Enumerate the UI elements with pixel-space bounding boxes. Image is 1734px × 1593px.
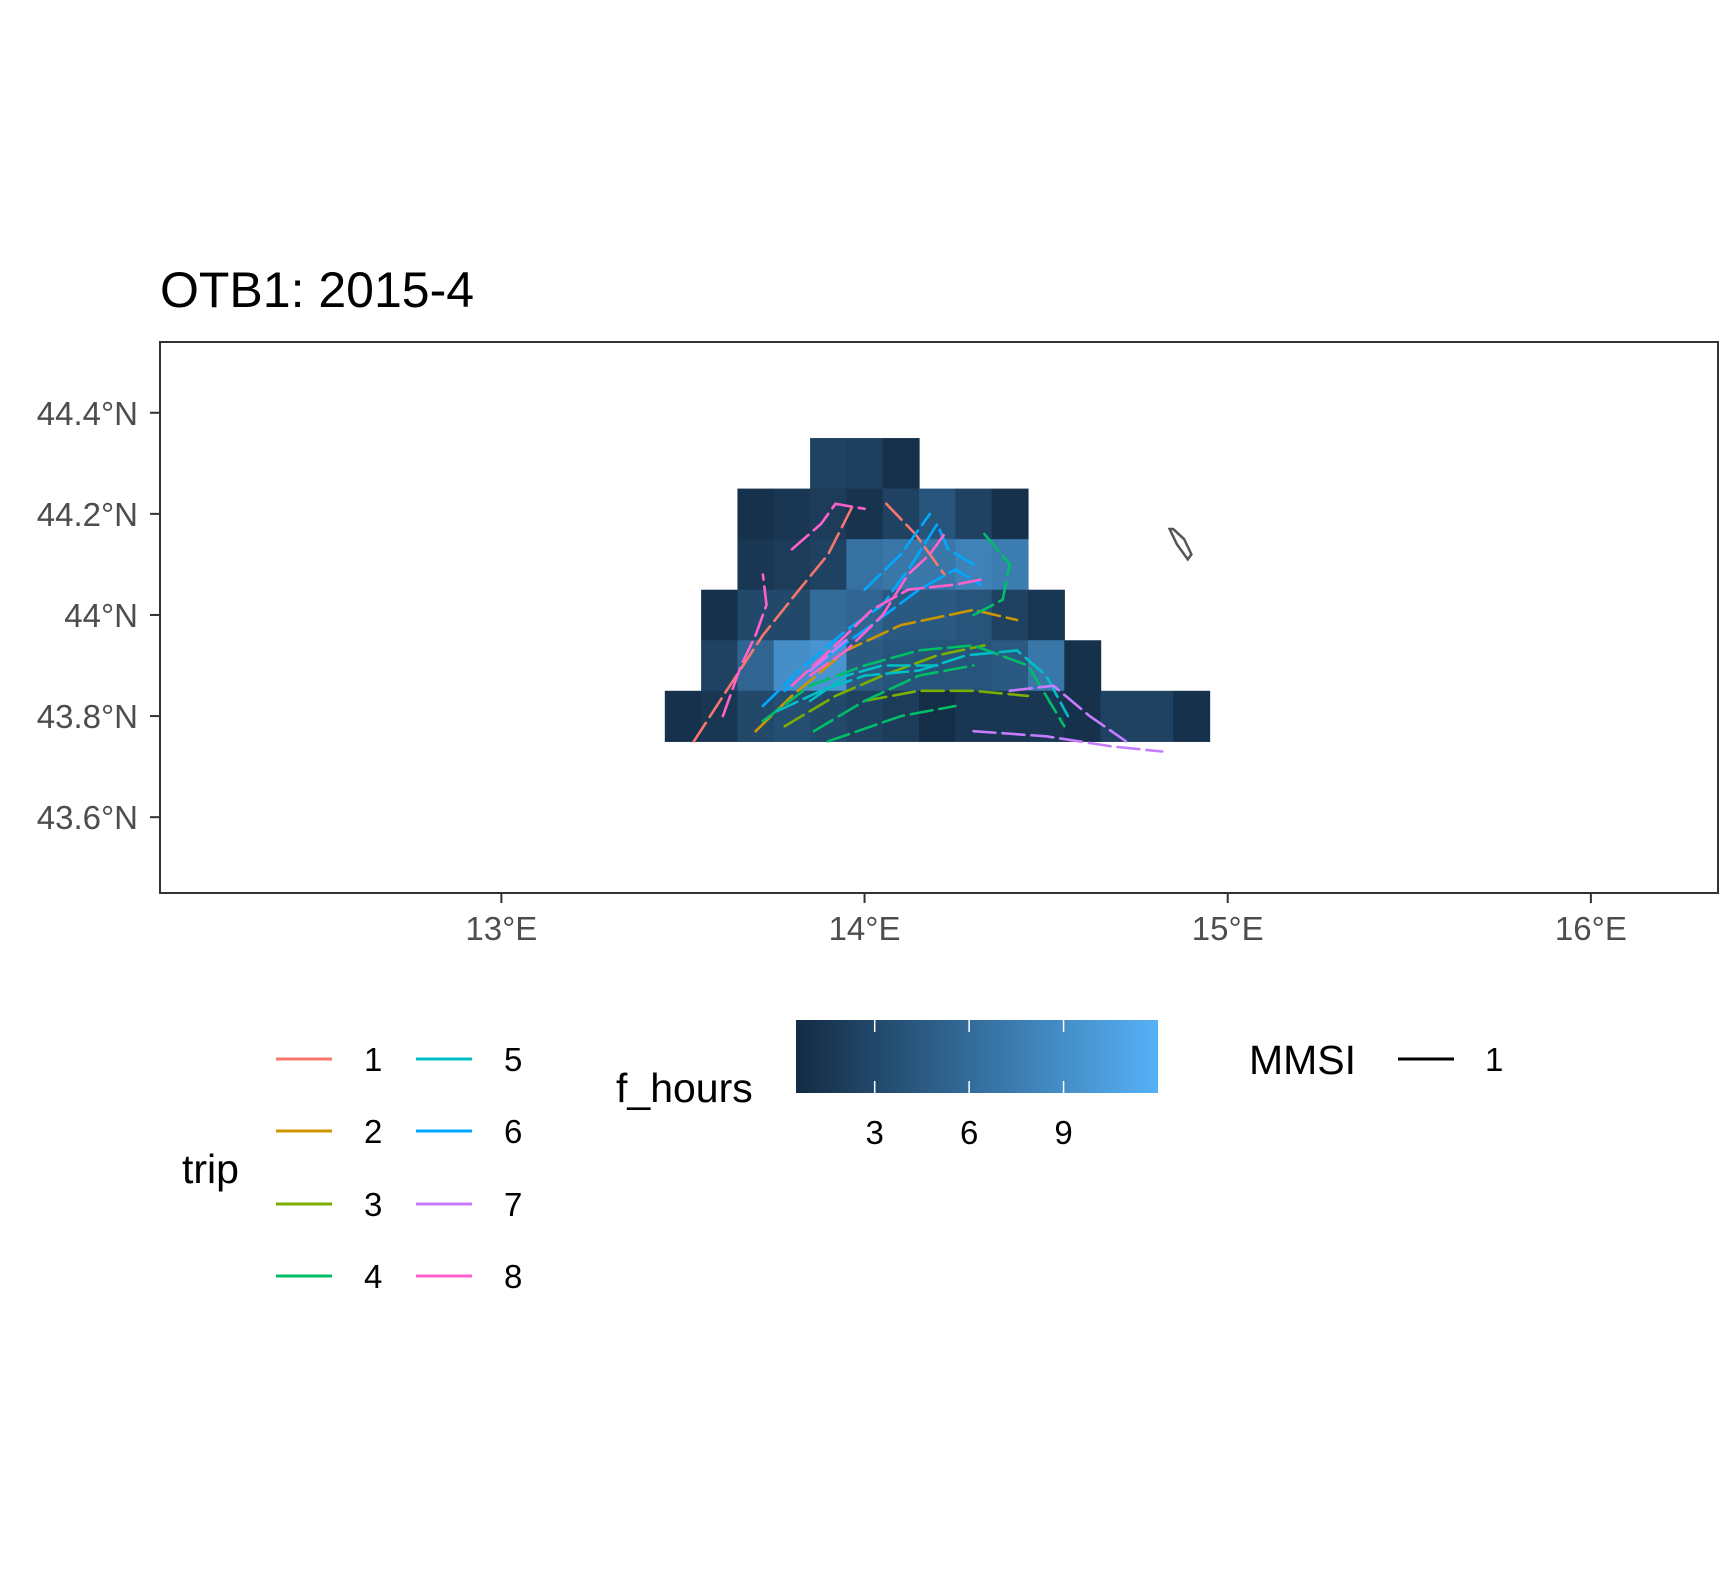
- trip-4-track: [826, 704, 957, 743]
- heatmap-cell: [701, 690, 739, 742]
- trip-8-track: [790, 578, 983, 687]
- trip-legend-label-1: 1: [364, 1041, 382, 1078]
- heatmap-cell: [991, 488, 1029, 540]
- x-tick-label: 14°E: [829, 910, 901, 947]
- heatmap-cell: [810, 438, 847, 490]
- heatmap-cell: [1100, 690, 1138, 742]
- trip-4-track: [761, 643, 1066, 728]
- trip-legend: trip 1 2 3 4 5 6 7 8: [182, 1041, 522, 1295]
- mmsi-legend-title: MMSI: [1249, 1037, 1356, 1083]
- fill-colorbar: [796, 1020, 1158, 1093]
- heatmap-cell: [1136, 690, 1174, 742]
- heatmap-cell: [1173, 690, 1211, 742]
- trip-legend-label-3: 3: [364, 1186, 382, 1223]
- heatmap-cell: [810, 539, 847, 591]
- panel-border: [159, 341, 1719, 894]
- chart-title: OTB1: 2015-4: [160, 262, 474, 318]
- heatmap-cell: [991, 640, 1029, 692]
- fill-tick-label: 9: [1054, 1114, 1072, 1151]
- trip-6-track: [761, 521, 975, 708]
- y-axis: 43.6°N 43.8°N 44°N 44.2°N 44.4°N: [37, 395, 160, 836]
- mmsi-legend: MMSI 1: [1249, 1037, 1503, 1083]
- heatmap-cell: [773, 488, 811, 540]
- y-tick-label: 43.8°N: [37, 698, 138, 735]
- trip-8-track: [721, 573, 768, 718]
- x-axis: 13°E 14°E 15°E 16°E: [465, 893, 1627, 947]
- heatmap-cell: [955, 690, 993, 742]
- trip-8-track: [790, 502, 866, 551]
- x-tick-label: 13°E: [465, 910, 537, 947]
- trip-7-track: [1008, 684, 1128, 743]
- heatmap-cell: [882, 539, 920, 591]
- trip-4-track: [812, 664, 975, 733]
- fill-tick-label: 6: [960, 1114, 978, 1151]
- heatmap-cell: [919, 488, 956, 540]
- heatmap-cell: [1027, 690, 1065, 742]
- fill-legend-title: f_hours: [616, 1065, 753, 1111]
- island-outline: [1167, 527, 1193, 562]
- fill-tick-label: 3: [866, 1114, 884, 1151]
- trip-5-track: [808, 664, 939, 703]
- trip-8-track: [808, 532, 946, 677]
- trip-legend-label-4: 4: [364, 1258, 382, 1295]
- mmsi-legend-label: 1: [1485, 1041, 1503, 1078]
- heatmap-cell: [810, 589, 847, 641]
- heatmap-cell: [701, 589, 739, 641]
- trip-7-track: [808, 638, 848, 672]
- trip-5-track: [776, 649, 1070, 718]
- fill-legend: f_hours 3 6 9: [616, 1020, 1158, 1151]
- heatmap-cell: [737, 488, 775, 540]
- heatmap-cell: [846, 539, 884, 591]
- trip-6-track: [863, 512, 932, 591]
- heatmap-cell: [882, 438, 920, 490]
- trip-3-track: [863, 689, 1030, 703]
- heatmap-cell: [846, 488, 884, 540]
- trip-1-track: [692, 502, 855, 743]
- heatmap-cells: [664, 438, 1211, 742]
- heatmap-cell: [919, 690, 956, 742]
- trip-legend-label-7: 7: [504, 1186, 522, 1223]
- y-tick-label: 44.2°N: [37, 496, 138, 533]
- heatmap-cell: [1064, 640, 1102, 692]
- y-tick-label: 43.6°N: [37, 799, 138, 836]
- trip-legend-label-2: 2: [364, 1113, 382, 1150]
- trip-legend-label-5: 5: [504, 1041, 522, 1078]
- trip-tracks: [692, 502, 1164, 753]
- heatmap-cell: [737, 539, 775, 591]
- heatmap-cell: [664, 690, 702, 742]
- trip-legend-title: trip: [182, 1146, 239, 1192]
- x-tick-label: 16°E: [1555, 910, 1627, 947]
- trip-4-track: [972, 532, 1012, 617]
- trip-3-track: [783, 644, 986, 728]
- heatmap-cell: [955, 488, 993, 540]
- trip-7-track: [972, 729, 1164, 753]
- landmark-layer: [1167, 527, 1193, 562]
- trip-legend-label-8: 8: [504, 1258, 522, 1295]
- x-tick-label: 15°E: [1192, 910, 1264, 947]
- y-tick-label: 44.4°N: [37, 395, 138, 432]
- heatmap-cell: [1027, 589, 1065, 641]
- trip-legend-label-6: 6: [504, 1113, 522, 1150]
- y-tick-label: 44°N: [64, 597, 138, 634]
- heatmap-cell: [846, 438, 884, 490]
